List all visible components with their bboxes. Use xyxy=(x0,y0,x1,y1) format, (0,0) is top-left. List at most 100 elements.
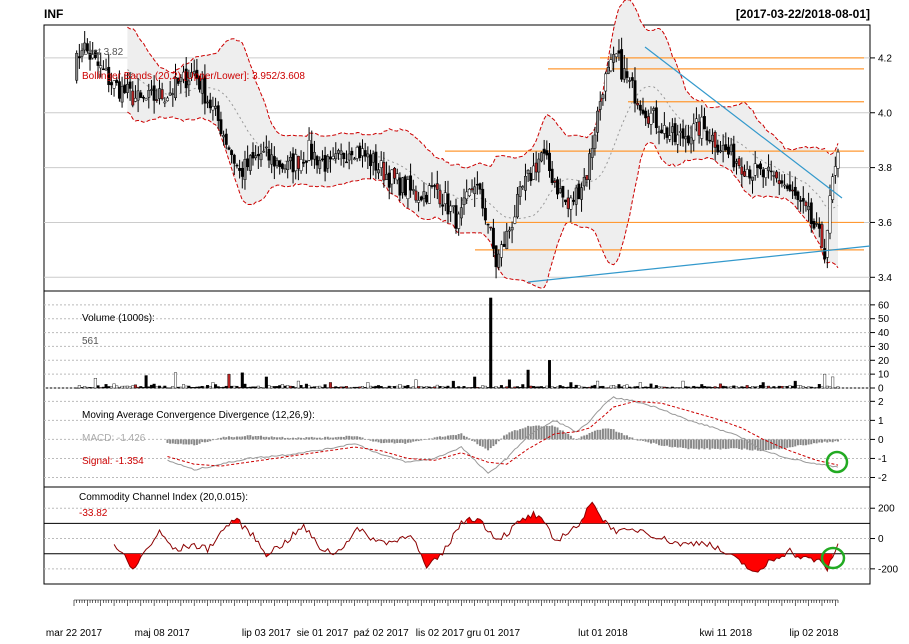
macd-y-tick-label: 1 xyxy=(878,416,884,427)
volume-bar xyxy=(529,385,533,389)
volume-bar xyxy=(414,379,418,389)
macd-histogram-bar xyxy=(508,432,511,440)
macd-histogram-bar xyxy=(265,436,268,440)
candle-body xyxy=(459,207,463,219)
volume-bar xyxy=(606,387,610,389)
cci-oversold-fill xyxy=(795,553,833,571)
volume-bar xyxy=(817,384,821,389)
candle-body xyxy=(614,53,618,58)
candle-body xyxy=(491,227,495,249)
candle-body xyxy=(828,195,832,234)
macd-histogram-bar xyxy=(372,439,375,442)
macd-histogram-bar xyxy=(473,439,476,442)
volume-bar xyxy=(230,385,234,389)
candle-body xyxy=(152,85,156,101)
volume-bar xyxy=(203,386,207,389)
volume-bar xyxy=(425,386,429,389)
volume-bar xyxy=(451,380,455,389)
volume-bar xyxy=(184,385,188,389)
macd-histogram-bar xyxy=(687,439,690,450)
macd-histogram-bar xyxy=(615,431,618,440)
candle-body xyxy=(727,146,730,155)
x-axis-label: lis 02 2017 xyxy=(416,628,465,639)
candle-body xyxy=(494,245,498,268)
candle-body xyxy=(622,68,626,80)
candle-body xyxy=(446,193,450,215)
candle-body xyxy=(323,155,327,172)
candle-body xyxy=(83,42,87,51)
macd-histogram-bar xyxy=(361,437,364,440)
candle-body xyxy=(350,150,354,156)
macd-histogram-bar xyxy=(674,439,677,447)
candle-body xyxy=(537,158,541,173)
volume-bar xyxy=(294,387,298,389)
volume-bar xyxy=(729,386,733,389)
candle-body xyxy=(272,156,276,167)
candle-body xyxy=(689,137,693,145)
candle-body xyxy=(716,144,720,153)
volume-bar xyxy=(342,386,346,389)
volume-bar xyxy=(502,387,506,389)
candle-body xyxy=(339,150,343,155)
candle-body xyxy=(347,153,351,161)
volume-bar xyxy=(422,386,426,389)
candle-body xyxy=(147,90,151,98)
volume-bar xyxy=(743,386,747,389)
volume-bar xyxy=(457,386,461,389)
macd-histogram-bar xyxy=(316,437,319,440)
candle-body xyxy=(435,183,439,190)
candle-body xyxy=(222,134,226,138)
macd-histogram-bar xyxy=(580,436,583,440)
volume-bar xyxy=(208,386,212,389)
macd-histogram-bar xyxy=(633,439,636,440)
candle-body xyxy=(192,71,196,75)
macd-histogram-bar xyxy=(714,439,717,449)
candle-body xyxy=(499,244,503,258)
candle-body xyxy=(593,134,597,149)
volume-bar xyxy=(483,385,487,389)
macd-histogram-bar xyxy=(345,435,348,440)
macd-y-tick-label: 0 xyxy=(878,435,884,446)
volume-bar xyxy=(705,386,709,389)
macd-histogram-bar xyxy=(479,439,482,446)
cci-oversold-fill xyxy=(124,553,141,569)
macd-histogram-bar xyxy=(572,438,575,440)
candle-body xyxy=(532,165,535,180)
volume-bar xyxy=(751,386,755,389)
candle-body xyxy=(457,213,461,229)
x-axis-label: sie 01 2017 xyxy=(297,628,349,639)
volume-bar xyxy=(283,385,287,389)
macd-histogram-bar xyxy=(364,439,367,440)
candle-body xyxy=(337,150,340,154)
candle-body xyxy=(641,109,645,114)
macd-histogram-bar xyxy=(807,439,810,445)
macd-histogram-bar xyxy=(166,439,169,443)
candle-body xyxy=(572,199,575,202)
candle-body xyxy=(299,159,303,172)
volume-bar xyxy=(123,385,127,389)
volume-bar xyxy=(355,386,359,389)
volume-bar xyxy=(700,384,704,389)
volume-bar xyxy=(475,387,479,389)
volume-bar xyxy=(190,386,194,389)
macd-histogram-bar xyxy=(529,426,532,440)
candle-body xyxy=(721,144,725,152)
axis-layer: 3.4 3.6 3.8 4.0 4.2 0 10 20 30 40 50 60 -2 -1 0 1 2 -200 0… xyxy=(46,53,899,639)
macd-histogram-bar xyxy=(190,439,193,445)
volume-bar xyxy=(379,386,383,389)
candle-body xyxy=(633,80,637,104)
volume-bar xyxy=(361,386,365,389)
candle-body xyxy=(131,90,135,106)
volume-bar xyxy=(200,385,204,389)
cci-overbought-fill xyxy=(517,511,545,524)
volume-bar xyxy=(769,386,773,389)
volume-bar xyxy=(182,384,186,389)
volume-bar xyxy=(419,386,423,389)
volume-bar xyxy=(248,386,252,389)
macd-histogram-bar xyxy=(831,439,834,443)
volume-bar xyxy=(312,386,316,389)
volume-bar xyxy=(251,386,255,389)
macd-histogram-bar xyxy=(607,428,610,440)
macd-histogram-bar xyxy=(647,439,650,443)
